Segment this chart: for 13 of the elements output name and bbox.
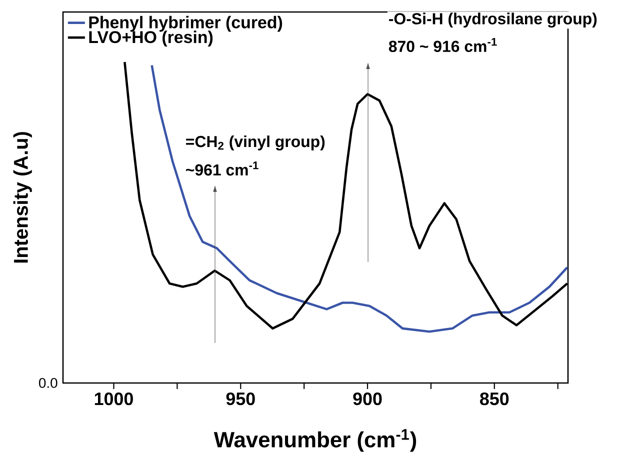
x-tick-label: 1000 [94, 392, 133, 406]
text: 0.0 [38, 378, 58, 388]
y-axis-title: Intensity (A.u) [13, 132, 32, 263]
annotation: ~961 cm$^{-1}$ [186, 162, 258, 176]
text: 870 ~ 916 cm$^{-1}$ [388, 38, 497, 52]
x-tick-label: 900 [353, 392, 382, 406]
x-tick-label: 950 [226, 392, 255, 406]
text: -O-Si-H (hydrosilane group) [389, 12, 597, 28]
legend-label: Phenyl hybrimer (cured) [89, 16, 282, 32]
legend-label: LVO+HO (resin) [89, 30, 213, 46]
x-tick-label: 850 [480, 392, 509, 406]
x-axis-title: Wavenumber (cm$^{-1}$) [214, 429, 416, 452]
annotation: =CH$_{2}$ (vinyl group) [186, 135, 325, 150]
